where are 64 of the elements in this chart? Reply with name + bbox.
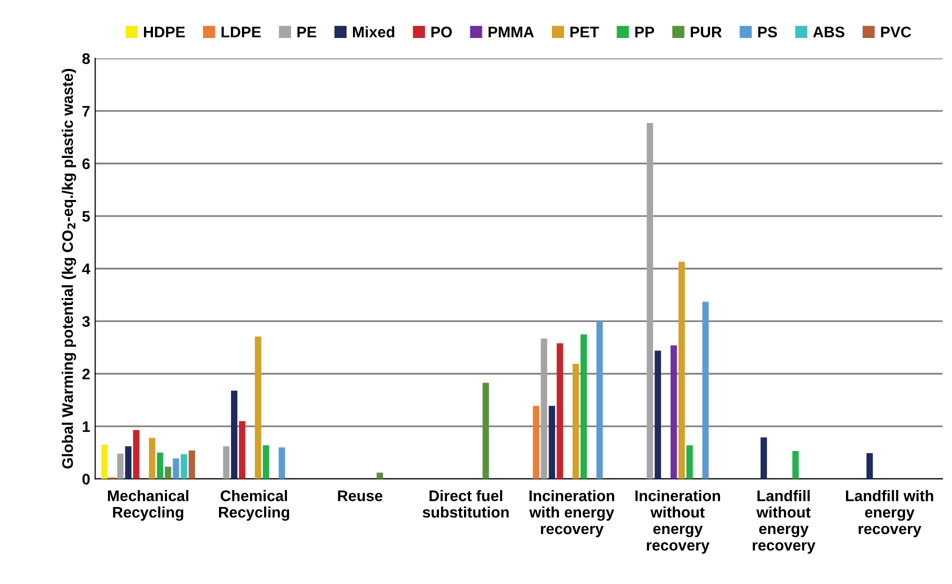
bar	[238, 421, 246, 479]
bar	[532, 406, 540, 479]
bar	[223, 446, 230, 479]
bar	[702, 302, 709, 479]
legend-label: PS	[758, 26, 777, 38]
x-tick-label: Landfill without energy recovery	[752, 490, 816, 554]
legend-label: ABS	[813, 26, 844, 38]
bar	[172, 458, 180, 479]
bar	[164, 466, 172, 479]
x-tick-label: Chemical Recycling	[219, 490, 290, 521]
bar	[580, 334, 587, 479]
legend-label: HDPE	[144, 26, 185, 38]
bar	[548, 406, 556, 479]
bar	[125, 446, 132, 479]
bar	[686, 445, 693, 479]
bar	[262, 445, 270, 479]
legend-label: PO	[431, 26, 452, 38]
x-tick-label: Direct fuel substitution	[422, 490, 509, 518]
bar	[117, 454, 124, 479]
bar	[540, 338, 548, 479]
x-tick-label: Incineration without energy recovery	[635, 490, 720, 554]
bar	[148, 438, 156, 479]
x-tick-label: Mechanical Recycling	[108, 490, 188, 521]
y-tick-label: 6	[82, 158, 90, 170]
bar	[572, 364, 579, 479]
legend-label: PET	[570, 26, 599, 38]
legend-label: Mixed	[352, 26, 394, 38]
y-tick-label: 4	[82, 264, 90, 274]
bar	[254, 336, 262, 479]
bar	[156, 452, 164, 479]
bar	[180, 454, 188, 479]
legend-label: PMMA	[488, 26, 534, 38]
x-tick-label: Incineration with energy recovery	[529, 490, 614, 538]
bar	[101, 444, 108, 479]
y-tick-label: 2	[82, 368, 90, 380]
bar	[278, 447, 286, 479]
legend-label: PP	[635, 26, 654, 38]
bar	[231, 390, 238, 479]
x-tick-label: Landfill with energy recovery	[846, 490, 934, 538]
y-tick-label: 5	[82, 211, 90, 222]
legend-label: PUR	[690, 26, 722, 38]
bar	[376, 472, 384, 479]
y-tick-label: 3	[82, 316, 90, 327]
y-axis-title: Global Warming potential (kg CO$_{2}$-eq./kg plastic waste)	[62, 68, 76, 469]
bar	[866, 453, 873, 479]
bar	[133, 430, 140, 479]
y-tick-label: 8	[82, 53, 90, 64]
bar	[678, 262, 685, 479]
x-tick-label: Reuse	[338, 490, 382, 502]
bar	[556, 343, 564, 479]
y-tick-label: 7	[82, 106, 90, 116]
bar	[482, 382, 489, 479]
bar	[792, 451, 799, 479]
bar	[760, 437, 767, 479]
legend-label: PVC	[881, 26, 912, 38]
y-tick-label: 0	[82, 474, 90, 485]
legend-label: PE	[297, 26, 316, 38]
bar	[670, 345, 677, 479]
bar	[596, 321, 603, 479]
bar	[646, 123, 654, 479]
bar	[188, 450, 196, 479]
legend-label: LDPE	[222, 26, 261, 38]
y-tick-label: 1	[82, 421, 90, 432]
bar	[654, 350, 662, 479]
